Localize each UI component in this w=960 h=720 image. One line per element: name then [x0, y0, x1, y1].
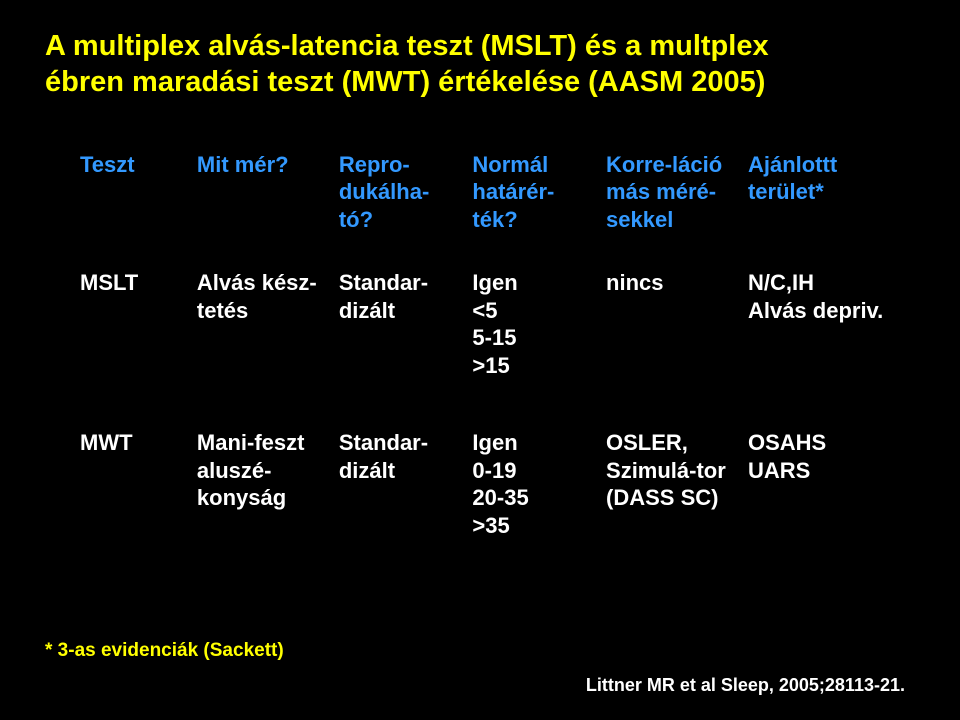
table-row-mslt: MSLT Alvás kész-tetés Standar-dizált Ige… — [80, 269, 915, 379]
table-row-mwt: MWT Mani-feszt aluszé-konyság Standar-di… — [80, 429, 915, 539]
mwt-teszt: MWT — [80, 429, 197, 539]
mwt-repro: Standar-dizált — [339, 429, 473, 539]
comparison-table: Teszt Mit mér? Repro-dukálha-tó? Normál … — [80, 151, 915, 540]
title-line-2: ébren maradási teszt (MWT) értékelése (A… — [45, 66, 765, 98]
header-teszt: Teszt — [80, 151, 197, 270]
header-repro: Repro-dukálha-tó? — [339, 151, 473, 270]
mslt-teszt: MSLT — [80, 269, 197, 379]
citation-text: Littner MR et al Sleep, 2005;28113-21. — [586, 675, 905, 696]
mslt-mit: Alvás kész-tetés — [197, 269, 339, 379]
table-header-row: Teszt Mit mér? Repro-dukálha-tó? Normál … — [80, 151, 915, 270]
spacer-row — [80, 379, 915, 429]
mwt-normal: Igen 0-19 20-35 >35 — [472, 429, 606, 539]
mslt-ajanlott: N/C,IH Alvás depriv. — [748, 269, 915, 379]
mwt-korre: OSLER, Szimulá-tor (DASS SC) — [606, 429, 748, 539]
mslt-repro: Standar-dizált — [339, 269, 473, 379]
header-mit: Mit mér? — [197, 151, 339, 270]
title-line-1: A multiplex alvás-latencia teszt (MSLT) … — [45, 30, 769, 62]
slide-title: A multiplex alvás-latencia teszt (MSLT) … — [45, 28, 915, 101]
mwt-mit: Mani-feszt aluszé-konyság — [197, 429, 339, 539]
header-ajanlott: Ajánlottt terület* — [748, 151, 915, 270]
footnote-text: * 3-as evidenciák (Sackett) — [45, 640, 284, 662]
mslt-korre: nincs — [606, 269, 748, 379]
mwt-ajanlott: OSAHS UARS — [748, 429, 915, 539]
header-korre: Korre-láció más méré-sekkel — [606, 151, 748, 270]
mslt-normal: Igen <5 5-15 >15 — [472, 269, 606, 379]
header-normal: Normál határér-ték? — [472, 151, 606, 270]
